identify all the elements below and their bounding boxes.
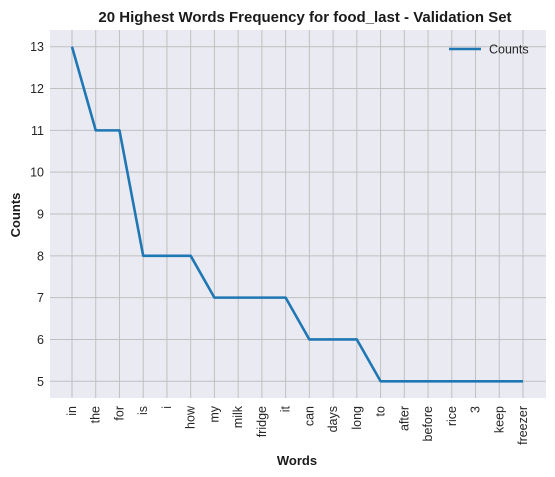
- x-axis-label: Words: [277, 453, 317, 468]
- x-tick-label: keep: [492, 406, 506, 433]
- x-tick-label: after: [397, 406, 411, 431]
- legend: Counts: [449, 43, 529, 57]
- x-tick-label: i: [160, 406, 174, 409]
- x-tick-label: how: [184, 405, 198, 429]
- x-tick-label: for: [112, 406, 126, 421]
- series-line: [70, 46, 523, 383]
- x-tick-label: milk: [231, 405, 245, 428]
- x-tick-labels: in the for is i how my milk fridge it can days long t…: [65, 405, 530, 445]
- x-tick-label: it: [279, 405, 293, 412]
- y-tick-label: 5: [37, 375, 44, 389]
- x-tick-label: fridge: [255, 406, 269, 437]
- y-tick-label: 13: [30, 40, 44, 54]
- x-tick-label: long: [350, 406, 364, 430]
- y-tick-label: 7: [37, 291, 44, 305]
- y-tick-label: 8: [37, 249, 44, 263]
- y-tick-label: 12: [30, 82, 44, 96]
- legend-label: Counts: [489, 43, 529, 57]
- x-tick-label: rice: [445, 406, 459, 426]
- x-tick-label: the: [89, 406, 103, 423]
- grid-lines: [50, 30, 546, 398]
- series-layer: [70, 46, 524, 383]
- y-axis-label: Counts: [8, 193, 23, 238]
- y-tick-label: 6: [37, 333, 44, 347]
- x-tick-label: can: [302, 406, 316, 426]
- y-tick-labels: 5 6 7 8 9 10 11 12 13: [30, 40, 44, 389]
- y-tick-label: 10: [30, 166, 44, 180]
- x-tick-label: is: [136, 406, 150, 415]
- x-tick-label: in: [65, 406, 79, 416]
- x-tick-label: my: [207, 405, 221, 422]
- x-tick-label: days: [326, 406, 340, 432]
- y-tick-label: 9: [37, 208, 44, 222]
- y-tick-label: 11: [31, 124, 44, 138]
- x-tick-label: freezer: [516, 406, 530, 445]
- x-tick-label: to: [374, 406, 388, 416]
- x-tick-label: before: [421, 406, 435, 441]
- chart-title: 20 Highest Words Frequency for food_last…: [98, 9, 511, 26]
- x-tick-label: 3: [469, 406, 483, 413]
